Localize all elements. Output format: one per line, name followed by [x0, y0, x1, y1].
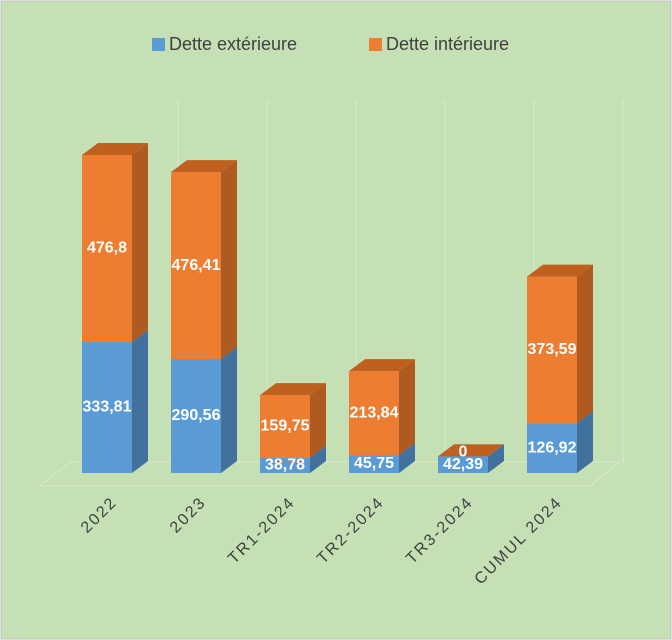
- bar-top: [82, 143, 148, 155]
- bar-top: [438, 444, 504, 457]
- bar-top: [349, 359, 415, 372]
- legend-swatch: [152, 38, 165, 51]
- bar-top: [260, 383, 326, 396]
- bar-side: [488, 444, 504, 473]
- bar-side: [399, 359, 415, 456]
- data-label: 0: [459, 444, 468, 461]
- bar: [260, 395, 310, 458]
- bar: [527, 276, 577, 424]
- bar-side: [577, 264, 593, 424]
- data-label: 38,78: [265, 457, 305, 474]
- legend-label: Dette intérieure: [386, 34, 509, 54]
- data-label: 333,81: [83, 399, 132, 416]
- bar: [349, 371, 399, 456]
- bar-top: [527, 264, 593, 277]
- data-label: 476,41: [172, 257, 221, 274]
- bar-side: [132, 330, 148, 473]
- data-label: 476,8: [87, 240, 127, 257]
- bar: [82, 342, 132, 473]
- bar: [82, 155, 132, 343]
- bar-side: [221, 347, 237, 473]
- bar: [438, 456, 488, 473]
- data-label: 45,75: [354, 455, 394, 472]
- bar-top: [171, 160, 237, 173]
- legend-label: Dette extérieure: [169, 34, 297, 54]
- data-label: 213,84: [350, 404, 399, 421]
- data-label: 159,75: [261, 418, 310, 435]
- bar: [260, 457, 310, 473]
- bar-side: [399, 443, 415, 473]
- bar: [171, 172, 221, 360]
- data-label: 290,56: [172, 407, 221, 424]
- bar: [527, 423, 577, 473]
- data-label: 42,39: [443, 456, 483, 473]
- bar-side: [310, 383, 326, 458]
- data-label: 126,92: [528, 439, 577, 456]
- data-label: 373,59: [528, 341, 577, 358]
- bar-side: [221, 160, 237, 360]
- bar-side: [577, 411, 593, 473]
- bar: [349, 455, 399, 473]
- floor: [38, 461, 622, 487]
- legend-swatch: [369, 38, 382, 51]
- bar-side: [132, 143, 148, 343]
- bar: [171, 359, 221, 473]
- bar-side: [310, 445, 326, 473]
